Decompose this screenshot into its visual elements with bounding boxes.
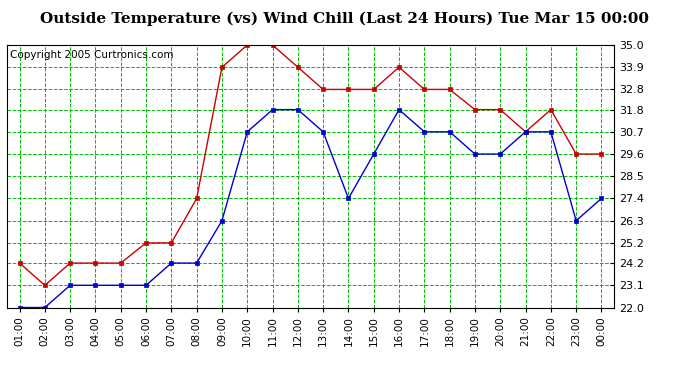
Text: Copyright 2005 Curtronics.com: Copyright 2005 Curtronics.com bbox=[10, 50, 173, 60]
Text: Outside Temperature (vs) Wind Chill (Last 24 Hours) Tue Mar 15 00:00: Outside Temperature (vs) Wind Chill (Las… bbox=[41, 11, 649, 26]
